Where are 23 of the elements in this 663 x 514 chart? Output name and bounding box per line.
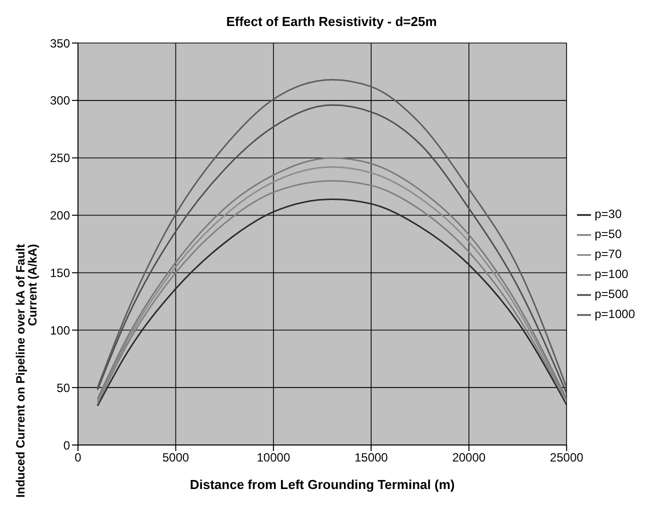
x-tick-label: 5000 (162, 450, 190, 465)
x-tick-label: 20000 (452, 450, 486, 465)
x-axis-title: Distance from Left Grounding Terminal (m) (190, 477, 455, 492)
legend-label: p=500 (594, 287, 628, 301)
y-axis-title: Induced Current on Pipeline over kA of Fault Current (A/kA) (13, 244, 40, 498)
y-tick-label: 200 (50, 208, 70, 223)
x-tick-label: 10000 (256, 450, 290, 465)
x-tick-label: 0 (74, 450, 82, 465)
chart-title: Effect of Earth Resistivity - d=25m (225, 13, 438, 29)
legend-label: p=70 (594, 247, 622, 261)
y-tick-label: 0 (63, 438, 70, 452)
y-tick-label: 350 (50, 36, 70, 50)
y-tick-label: 50 (56, 380, 70, 395)
legend-label: p=50 (594, 227, 622, 241)
x-tick-label: 15000 (354, 450, 388, 465)
y-tick-label: 300 (50, 94, 70, 108)
legend-label: p=30 (594, 207, 622, 221)
legend-label: p=100 (594, 267, 628, 281)
y-tick-label: 150 (50, 266, 70, 280)
y-tick-label: 250 (50, 151, 70, 166)
y-tick-label: 100 (50, 323, 70, 338)
x-tick-label: 25000 (550, 450, 584, 465)
legend-label: p=1000 (594, 307, 635, 321)
